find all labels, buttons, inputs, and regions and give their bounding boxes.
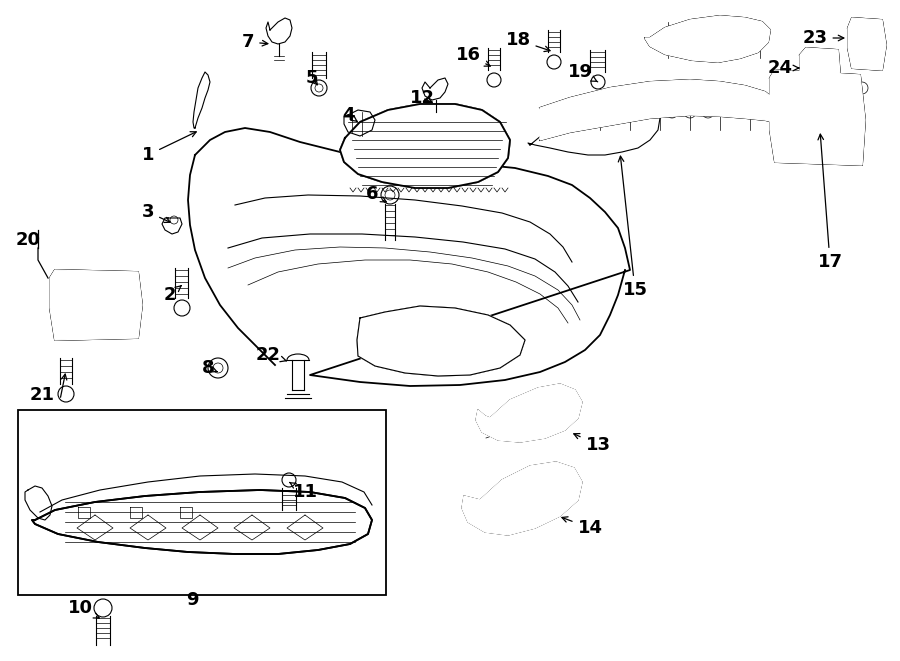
Polygon shape: [848, 18, 886, 70]
Text: 10: 10: [68, 599, 99, 618]
Text: 2: 2: [164, 286, 181, 304]
Text: 24: 24: [768, 59, 798, 77]
Text: 16: 16: [455, 46, 490, 66]
Text: 17: 17: [817, 134, 842, 271]
Text: 4: 4: [342, 106, 357, 124]
Polygon shape: [540, 80, 775, 140]
FancyBboxPatch shape: [80, 312, 98, 327]
Text: 21: 21: [30, 386, 55, 404]
Text: 14: 14: [562, 517, 602, 537]
Text: 12: 12: [410, 89, 435, 107]
FancyBboxPatch shape: [18, 410, 386, 595]
Polygon shape: [462, 462, 582, 535]
Polygon shape: [32, 490, 372, 554]
Text: 11: 11: [290, 483, 318, 501]
Text: 9: 9: [185, 591, 198, 609]
FancyBboxPatch shape: [57, 312, 75, 327]
Text: 22: 22: [256, 346, 286, 364]
Text: 19: 19: [568, 63, 598, 82]
FancyBboxPatch shape: [57, 292, 75, 307]
FancyBboxPatch shape: [103, 312, 121, 327]
Polygon shape: [357, 306, 525, 376]
Polygon shape: [50, 270, 142, 340]
Text: 5: 5: [306, 69, 319, 87]
Polygon shape: [340, 104, 510, 188]
Polygon shape: [645, 16, 770, 62]
Polygon shape: [770, 70, 865, 165]
FancyBboxPatch shape: [80, 292, 98, 307]
Polygon shape: [476, 384, 582, 442]
FancyBboxPatch shape: [103, 292, 121, 307]
Text: 7: 7: [242, 33, 268, 51]
Text: 20: 20: [15, 231, 40, 249]
Polygon shape: [800, 48, 840, 100]
Text: 15: 15: [618, 156, 647, 299]
Text: 6: 6: [365, 185, 386, 203]
Text: 3: 3: [142, 203, 170, 223]
Text: 13: 13: [574, 434, 610, 454]
Text: 8: 8: [202, 359, 217, 377]
Text: 1: 1: [142, 132, 196, 164]
Text: 18: 18: [506, 31, 550, 52]
Text: 23: 23: [803, 29, 844, 47]
